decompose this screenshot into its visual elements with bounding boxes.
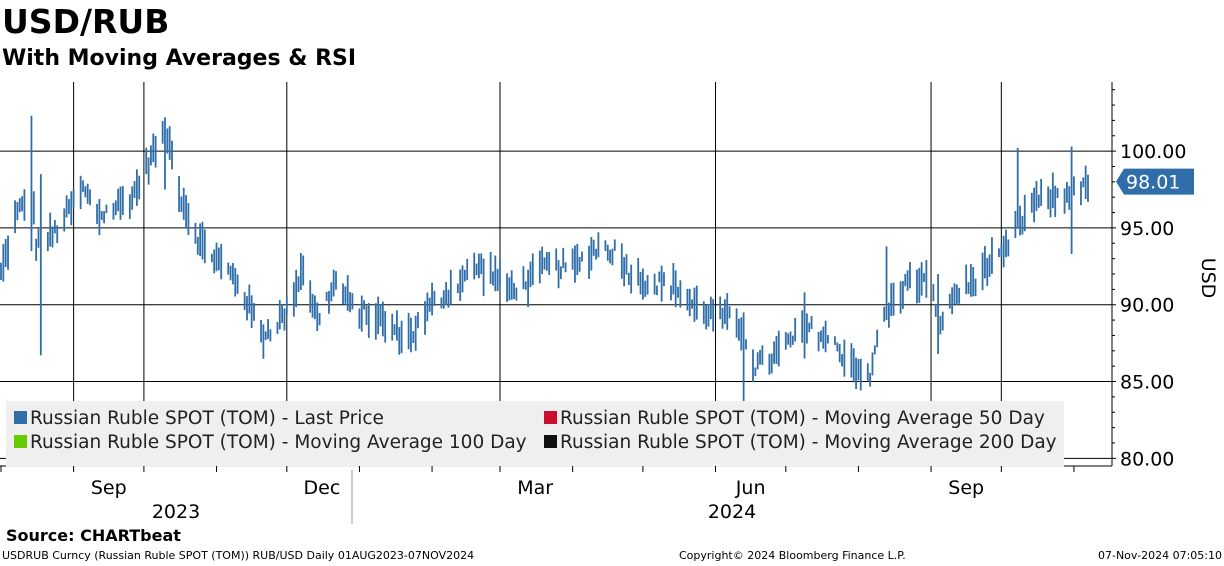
y-tick-label: 100.00 xyxy=(1120,141,1186,163)
x-year-label: 2023 xyxy=(152,501,200,523)
footer-timestamp: 07-Nov-2024 07:05:10 xyxy=(1097,549,1222,562)
legend-label: Russian Ruble SPOT (TOM) - Moving Averag… xyxy=(560,408,1045,429)
source-label: Source: CHARTbeat xyxy=(6,526,181,545)
x-tick-label: Mar xyxy=(517,477,553,499)
y-tick-label: 85.00 xyxy=(1120,372,1174,394)
legend-label: Russian Ruble SPOT (TOM) - Last Price xyxy=(30,408,384,429)
x-year-label: 2024 xyxy=(708,501,756,523)
x-tick-label: Dec xyxy=(304,477,341,499)
footer-copyright: Copyright© 2024 Bloomberg Finance L.P. xyxy=(679,549,906,562)
legend-box xyxy=(6,401,1064,467)
legend-label: Russian Ruble SPOT (TOM) - Moving Averag… xyxy=(560,432,1057,453)
footer-security-description: USDRUB Curncy (Russian Ruble SPOT (TOM))… xyxy=(2,549,475,562)
y-tick-label: 95.00 xyxy=(1120,218,1174,240)
legend-label: Russian Ruble SPOT (TOM) - Moving Averag… xyxy=(30,432,527,453)
legend-swatch xyxy=(14,435,27,448)
chart-subtitle: With Moving Averages & RSI xyxy=(2,46,357,71)
legend-swatch xyxy=(544,435,557,448)
last-value-callout xyxy=(1116,168,1194,195)
legend-swatch xyxy=(14,411,27,424)
y-tick-label: 80.00 xyxy=(1120,448,1174,470)
last-value-label: 98.01 xyxy=(1126,172,1180,194)
x-tick-label: Sep xyxy=(91,477,127,499)
last-price-series xyxy=(0,115,1089,413)
y-tick-label: 90.00 xyxy=(1120,295,1174,317)
legend-swatch xyxy=(544,411,557,424)
x-tick-label: Jun xyxy=(735,477,766,499)
x-tick-label: Sep xyxy=(948,477,984,499)
chart-title: USD/RUB xyxy=(2,2,170,41)
y-axis-title: USD xyxy=(1197,258,1219,299)
